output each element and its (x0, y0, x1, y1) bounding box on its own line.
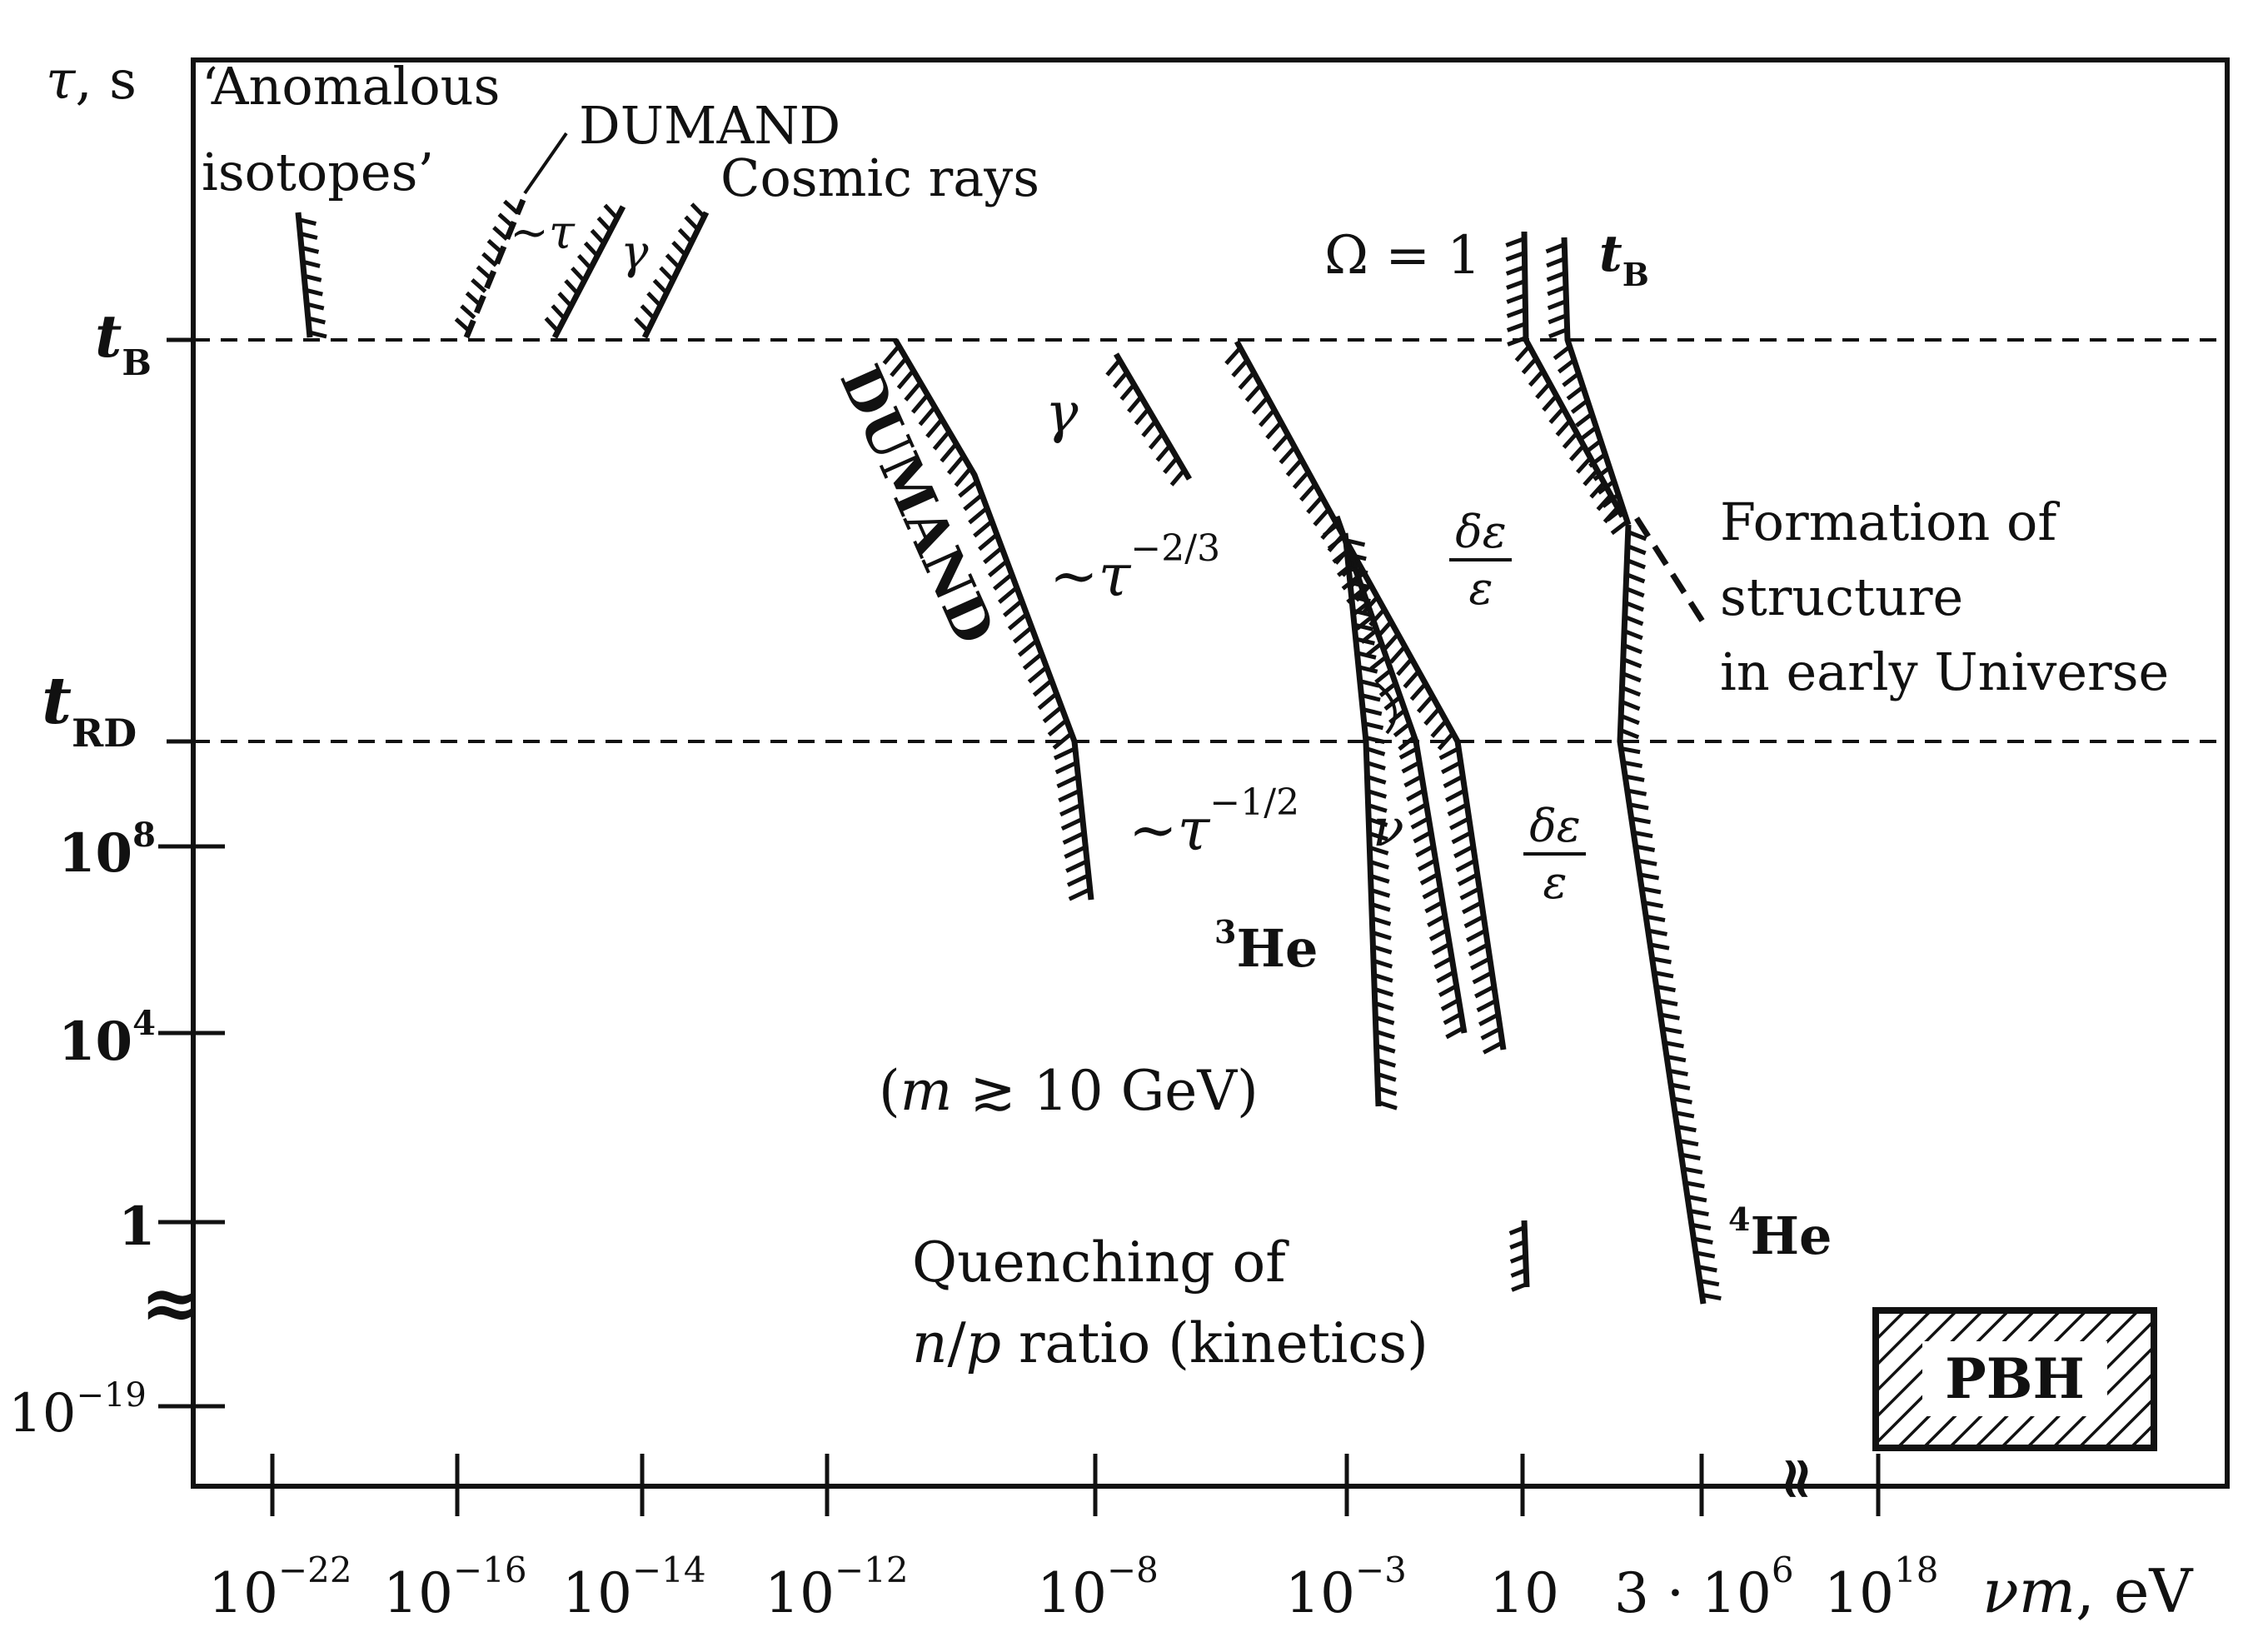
small-arc (1374, 681, 1397, 735)
label-gamma-mid: γ (1045, 381, 1079, 445)
pbh-legend: PBH (1872, 1307, 2157, 1451)
pbh-legend-label: PBH (1945, 1346, 2085, 1411)
label-quench-1: Quenching of (912, 1230, 1289, 1295)
svg-text:10−3: 10−3 (1285, 1550, 1407, 1625)
label-mass: (m ≳ 10 GeV) (879, 1059, 1259, 1123)
x-axis-break: ≈ (1764, 1455, 1833, 1504)
formation-dash (1634, 517, 1710, 631)
svg-text:δε: δε (1455, 506, 1507, 558)
svg-text:tRD: tRD (42, 663, 137, 756)
svg-text:108: 108 (58, 816, 156, 885)
dumand-pointer (523, 132, 568, 195)
label-anomalous-1: ‘Anomalous (202, 56, 500, 117)
svg-text:10−8: 10−8 (1037, 1550, 1159, 1625)
svg-text:1018: 1018 (1824, 1550, 1938, 1625)
svg-text:10−16: 10−16 (383, 1550, 527, 1625)
label-tau-23: ~τ−2/3 (1049, 527, 1220, 610)
label-nu: ν (1373, 797, 1404, 858)
quenching-curve (1508, 1220, 1530, 1292)
label-tb-right: tB (1599, 225, 1649, 293)
label-tau-12: ~τ−1/2 (1129, 781, 1299, 864)
label-formation-1: Formation of (1720, 492, 2060, 552)
svg-text:ε: ε (1543, 856, 1568, 909)
label-formation-2: structure (1720, 566, 1963, 627)
label-quench-2: n/p ratio (kinetics) (912, 1311, 1428, 1375)
svg-text:3 · 106: 3 · 106 (1614, 1550, 1794, 1625)
label-delta-eps-2: δε ε (1523, 800, 1586, 909)
label-gamma-small: γ (621, 226, 649, 280)
label-dumand-top: DUMAND (579, 95, 840, 156)
svg-text:ε: ε (1469, 562, 1493, 615)
x-ticks (270, 1454, 1881, 1516)
tb-curve (1545, 237, 1632, 536)
svg-text:10−19: 10−19 (8, 1376, 147, 1445)
he4-curve (1617, 524, 1722, 1305)
svg-text:10−14: 10−14 (562, 1550, 706, 1625)
he3-curve (1342, 532, 1398, 1110)
x-tick-labels: 10−22 10−16 10−14 10−12 10−8 10−3 10 3 ·… (208, 1550, 1938, 1625)
delta-eps-curve-2 (1323, 515, 1468, 1040)
svg-text:tB: tB (95, 302, 152, 383)
plot-frame (191, 57, 2230, 1489)
x-axis-label: νm, eV (1982, 1556, 2194, 1626)
svg-text:104: 104 (58, 1004, 156, 1073)
label-delta-eps-1: δε ε (1449, 506, 1512, 615)
constraint-curves (295, 198, 1722, 1305)
label-omega: Ω = 1 (1324, 225, 1481, 287)
svg-text:δε: δε (1529, 800, 1581, 852)
label-dumand-rotated: DUMAND (827, 356, 1007, 654)
delta-eps-curve-1 (1224, 340, 1507, 1055)
svg-text:1: 1 (118, 1195, 156, 1258)
label-anomalous-2: isotopes’ (202, 142, 434, 202)
anomalous-isotopes-curve (295, 212, 327, 339)
label-cosmic-rays: Cosmic rays (720, 147, 1039, 208)
label-he4: 4He (1728, 1200, 1832, 1266)
y-axis-label: τ, s (46, 50, 137, 112)
svg-text:10−22: 10−22 (208, 1550, 352, 1625)
label-he3: 3He (1214, 913, 1318, 979)
omega-curve (1505, 231, 1626, 524)
gamma-curve (1105, 352, 1193, 487)
cosmic-rays-curve (634, 202, 710, 339)
y-tick-labels: tB tRD 108 104 1 10−19 (8, 302, 156, 1445)
label-tau-small: ~τ (510, 206, 576, 260)
y-axis-break: ≈ (140, 1259, 202, 1347)
dumand-main-curve (882, 338, 1094, 901)
tau-small-curve (544, 203, 626, 339)
label-formation-3: in early Universe (1720, 641, 2169, 702)
dumand-small-curve (454, 198, 526, 339)
y-ticks (158, 337, 225, 1409)
svg-text:10−12: 10−12 (765, 1550, 909, 1625)
svg-text:10: 10 (1489, 1561, 1559, 1625)
